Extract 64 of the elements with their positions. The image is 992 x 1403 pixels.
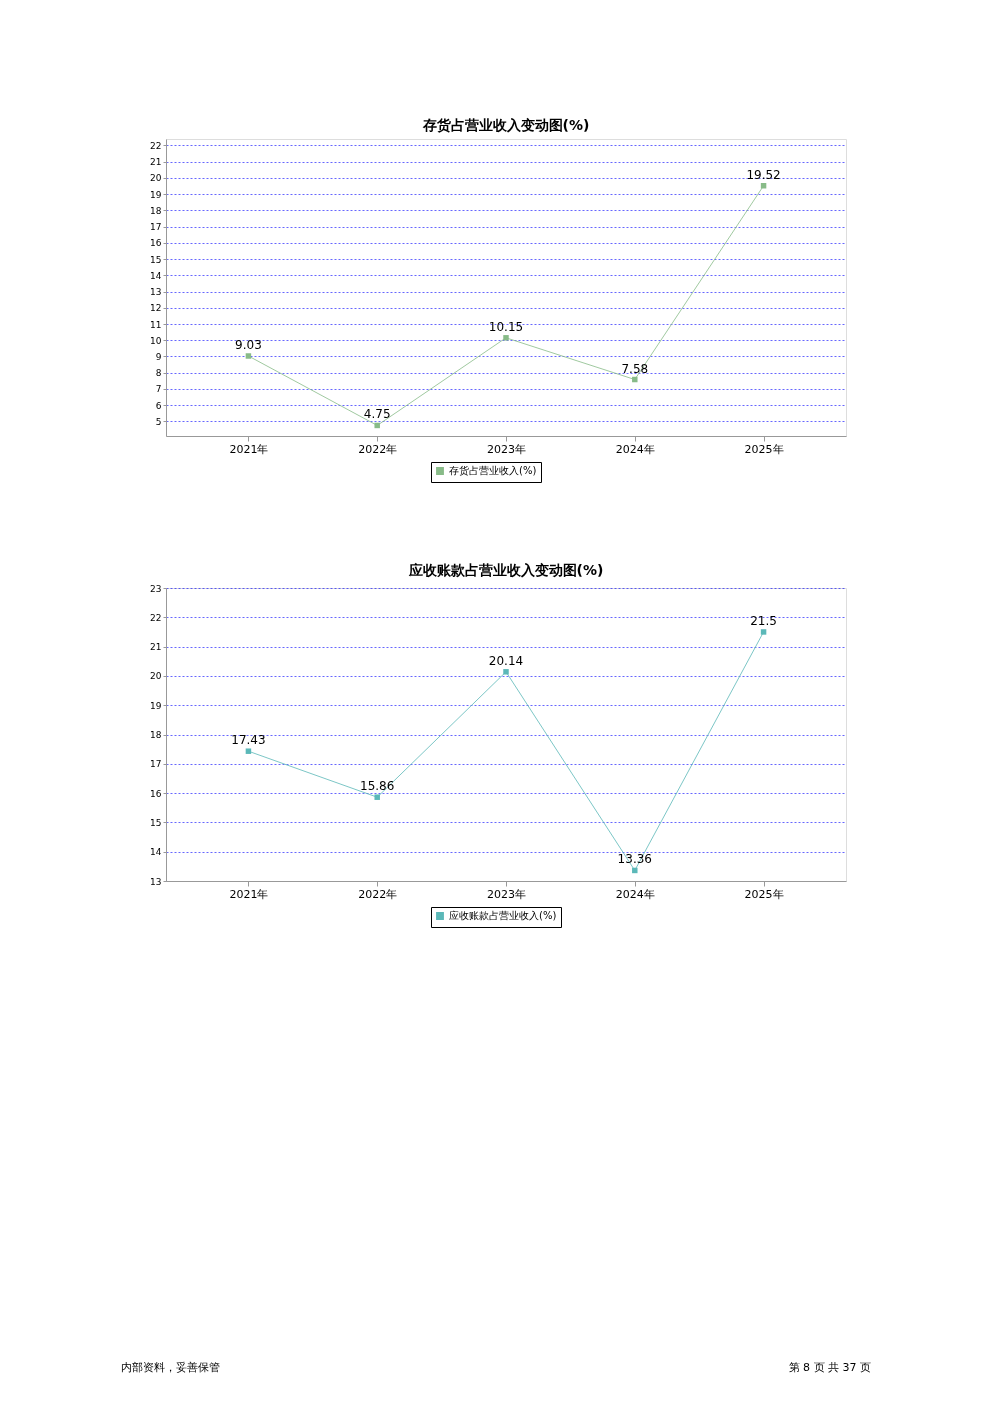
x-tick-label: 2022年	[358, 442, 398, 456]
data-label: 13.36	[617, 852, 652, 867]
y-tick-label: 18	[150, 730, 162, 740]
y-tick-label: 20	[150, 173, 162, 184]
y-tick-label: 16	[150, 788, 162, 799]
y-tick-label: 9	[155, 351, 162, 362]
y-tick-label: 8	[155, 368, 162, 379]
point	[503, 669, 509, 675]
x-tick-label: 2025年	[744, 442, 784, 456]
chart-title: 存货占营业收入变动图(%)	[421, 117, 590, 133]
y-tick-label: 21	[150, 642, 162, 653]
x-tick-label: 2022年	[358, 887, 398, 901]
y-tick-label: 7	[155, 384, 162, 395]
y-tick-label: 18	[150, 205, 162, 216]
data-label: 4.75	[363, 407, 391, 422]
y-tick-label: 20	[150, 671, 162, 682]
text: 内部资料，妥善保管	[121, 1361, 220, 1374]
point	[632, 376, 638, 383]
text: 第 8 页 共 37 页	[788, 1361, 871, 1374]
x-tick-label: 2023年	[487, 887, 526, 901]
y-tick-label: 11	[150, 319, 162, 330]
data-label: 9.03	[235, 337, 262, 352]
y-tick-label: 21	[150, 157, 162, 168]
y-tick-label: 15	[150, 817, 162, 828]
point	[245, 353, 252, 359]
legend-label: 存货占营业收入(%)	[449, 465, 537, 476]
y-tick-label: 15	[150, 254, 162, 265]
y-tick-label: 14	[150, 847, 162, 858]
x-tick-label: 2025年	[744, 887, 784, 901]
chart-title: 应收账款占营业收入变动图(%)	[407, 562, 604, 578]
y-tick-label: 5	[155, 416, 162, 427]
point	[503, 335, 509, 341]
y-tick-label: 17	[150, 759, 162, 770]
y-tick-label: 17	[150, 222, 162, 233]
legend-label: 应收账款占营业收入(%)	[449, 910, 557, 921]
y-tick-label: 19	[150, 189, 162, 200]
y-tick-label: 13	[150, 287, 162, 298]
point	[374, 422, 380, 429]
y-tick-label: 19	[150, 700, 162, 711]
point	[245, 748, 252, 754]
y-tick-label: 23	[150, 583, 162, 594]
x-tick-label: 2023年	[487, 442, 526, 456]
point	[632, 867, 638, 874]
x-tick-label: 2024年	[615, 887, 655, 901]
data-label: 20.14	[488, 653, 524, 668]
data-label: 19.52	[746, 167, 781, 182]
x-tick-label: 2021年	[229, 887, 269, 901]
y-tick-label: 22	[150, 140, 162, 151]
x-tick-label: 2024年	[615, 442, 655, 456]
data-label: 15.86	[360, 779, 395, 794]
x-tick-label: 2021年	[229, 442, 269, 456]
y-tick-label: 22	[150, 612, 162, 623]
data-label: 21.5	[750, 613, 777, 628]
point	[374, 794, 380, 800]
y-tick-label: 10	[150, 335, 162, 346]
y-tick-label: 12	[150, 303, 162, 314]
y-tick-label: 13	[150, 876, 162, 887]
y-tick-label: 16	[150, 238, 162, 249]
point	[760, 629, 767, 635]
y-tick-label: 6	[155, 400, 162, 411]
data-label: 10.15	[488, 319, 524, 334]
data-label: 17.43	[231, 733, 266, 748]
y-tick-label: 14	[150, 270, 162, 281]
data-label: 7.58	[621, 361, 649, 376]
